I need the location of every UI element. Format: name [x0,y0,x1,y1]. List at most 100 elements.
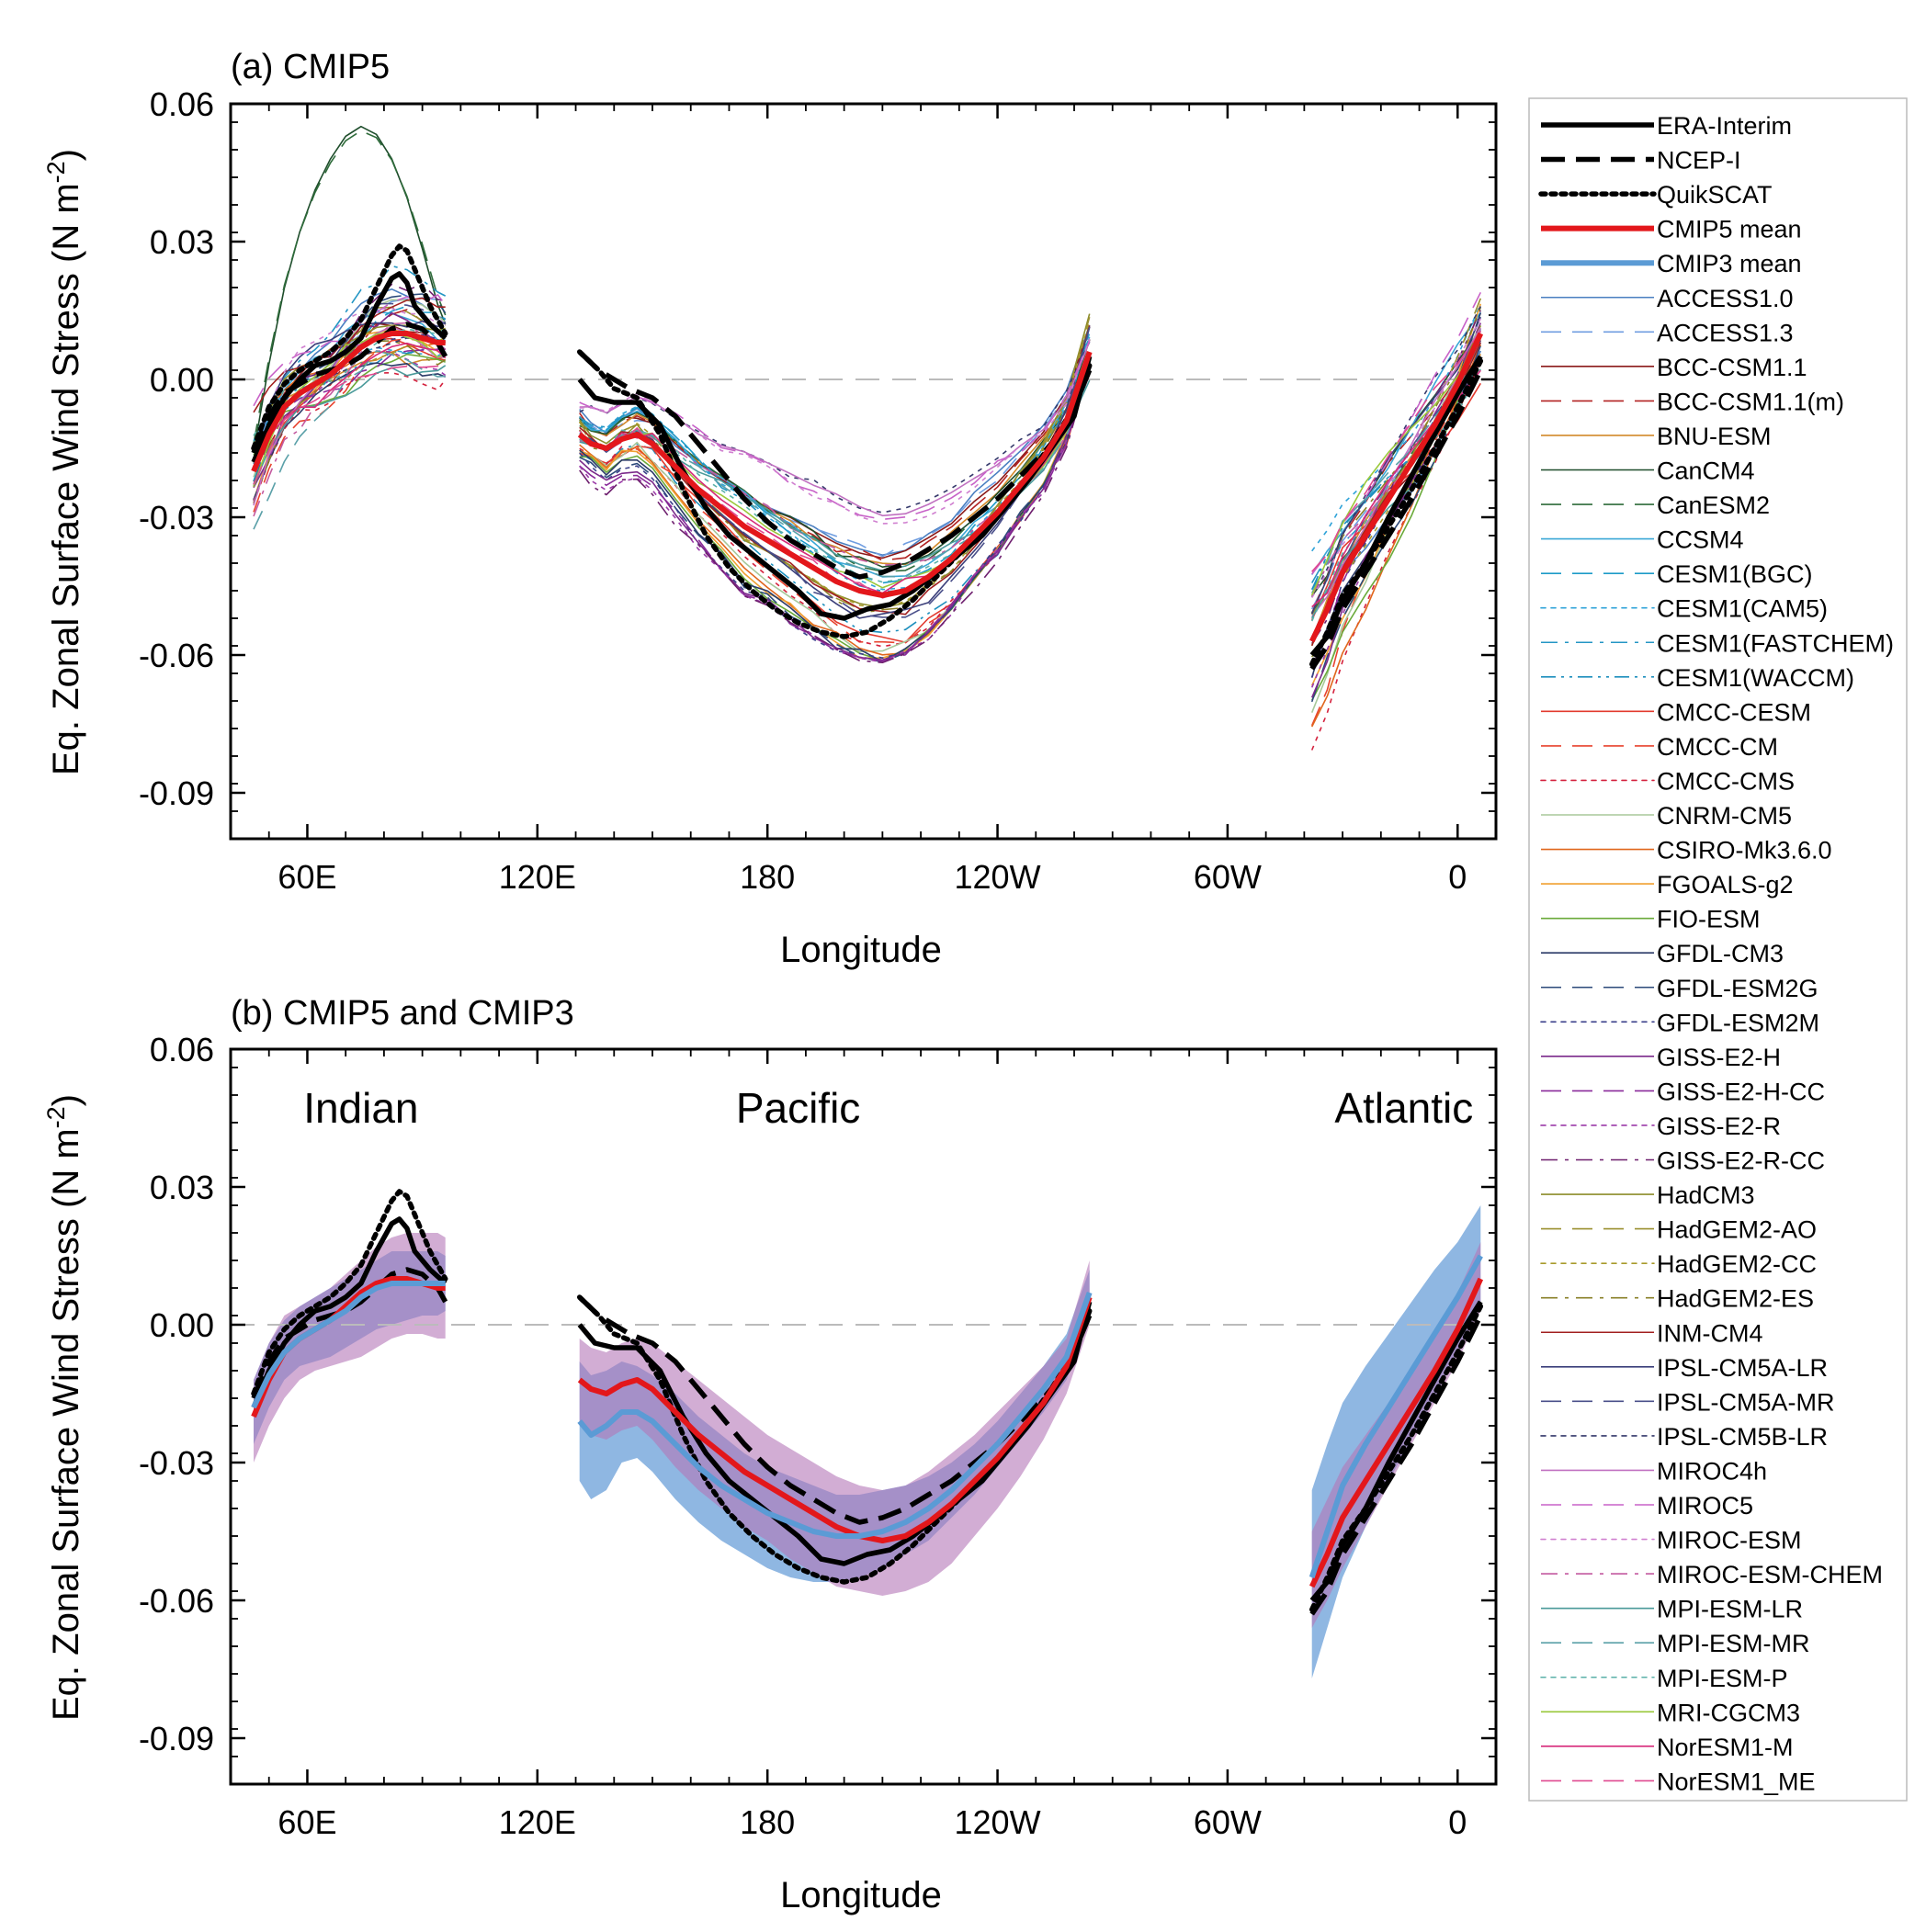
model-line-miroc-esm-0 [253,307,447,448]
model-line-giss-e2-h-cc-0 [253,348,446,450]
panel-b-series-lines [251,1189,1484,1616]
legend-label-gfdl-cm3: GFDL-CM3 [1657,940,1784,967]
model-line-mpi-esm-p-2 [1310,368,1482,622]
y-tick-label: 0.06 [150,85,214,123]
x-tick-label: 60W [1194,1803,1262,1841]
model-line-giss-e2-r-cc-2 [1311,310,1482,645]
x-tick-label: 120W [955,1803,1041,1841]
legend-label-cesm1-cam5: CESM1(CAM5) [1657,595,1828,623]
series-ncep-i-2 [1309,368,1483,671]
legend-label-ipsl-cm5b-lr: IPSL-CM5B-LR [1657,1423,1828,1451]
series-quikscat-0 [251,1189,448,1396]
y-tick-label: 0.03 [150,223,214,261]
legend-label-miroc-esm: MIROC-ESM [1657,1527,1802,1554]
y-tick-label: -0.06 [139,1582,214,1620]
legend-frame [1528,97,1908,1802]
legend-label-noresm1-me: NorESM1_ME [1657,1768,1816,1795]
model-line-noresm1-m-0 [253,342,447,461]
model-line-miroc-esm-chem-2 [1310,331,1482,596]
panel-b-annotations: Indian Pacific Atlantic [303,1084,1473,1132]
legend: ERA-Interim NCEP-I QuikSCAT CMIP5 mean CMIP3… [1528,97,1908,1802]
legend-label-gfdl-esm2m: GFDL-ESM2M [1657,1009,1819,1036]
legend-label-ncep-i: NCEP-I [1657,147,1741,175]
panel-b-y-axis-label: Eq. Zonal Surface Wind Stress (N m-2) [42,1094,86,1721]
legend-label-hadgem2-es: HadGEM2-ES [1657,1285,1814,1313]
y-tick-label: -0.03 [139,499,214,537]
legend-label-cesm1-bgc: CESM1(BGC) [1657,560,1813,588]
plot-frame [229,102,1498,841]
y-tick-label: 0.06 [150,1031,214,1068]
series-cmip5-mean-2 [1309,332,1484,643]
model-line-cmcc-cms-2 [1310,359,1482,751]
series-ncep-i-0 [251,322,448,455]
model-line-hadgem2-ao-2 [1311,298,1482,616]
y-tick-label: -0.03 [139,1444,214,1482]
legend-label-bcc-csm1-1: BCC-CSM1.1 [1657,354,1807,381]
cmip5-spread-band-0 [254,1233,446,1463]
model-line-miroc5-0 [253,294,447,407]
legend-label-miroc-esm-chem: MIROC-ESM-CHEM [1657,1561,1883,1588]
legend-label-csiro-mk3-6-0: CSIRO-Mk3.6.0 [1657,837,1832,864]
model-line-mpi-esm-mr-1 [579,376,1091,578]
series-era-interim-1 [577,356,1093,621]
legend-label-gfdl-esm2g: GFDL-ESM2G [1657,975,1818,1002]
legend-label-cesm1-waccm: CESM1(WACCM) [1657,664,1854,692]
legend-label-bnu-esm: BNU-ESM [1657,423,1772,450]
legend-label-hadcm3: HadCM3 [1657,1181,1755,1209]
legend-label-cmip3-mean: CMIP3 mean [1657,250,1802,277]
legend-label-era-interim: ERA-Interim [1657,112,1792,140]
legend-label-miroc5: MIROC5 [1657,1492,1753,1520]
model-line-cmcc-cm-2 [1310,340,1482,727]
model-line-hadgem2-cc-0 [253,336,447,445]
cmip5-spread-band-1 [579,1260,1090,1596]
model-line-giss-e2-h-1 [579,359,1091,661]
legend-label-ipsl-cm5a-lr: IPSL-CM5A-LR [1657,1354,1828,1382]
legend-label-cmcc-cesm: CMCC-CESM [1657,698,1811,726]
legend-label-cnrm-cm5: CNRM-CM5 [1657,802,1792,830]
legend-label-canesm2: CanESM2 [1657,491,1770,519]
series-cmip3-mean-1 [577,1291,1093,1539]
model-line-hadgem2-cc-1 [578,320,1091,610]
region-label-indian: Indian [303,1084,418,1132]
x-tick-label: 60E [278,858,336,896]
panel-b-x-axis-label: Longitude [780,1875,942,1915]
legend-label-cancm4: CanCM4 [1657,458,1755,485]
model-line-gfdl-esm2m-1 [579,356,1091,659]
panel-a-x-axis-label: Longitude [780,930,942,970]
model-line-giss-e2-r-cc-1 [579,367,1091,663]
model-line-giss-e2-h-cc-1 [579,362,1091,662]
y-tick-label: 0.00 [150,1306,214,1344]
legend-label-giss-e2-r: GISS-E2-R [1657,1113,1781,1140]
series-cmip3-mean-0 [251,1281,446,1409]
x-tick-label: 60W [1194,858,1262,896]
legend-label-access1-3: ACCESS1.3 [1657,319,1794,346]
model-line-giss-e2-r-1 [579,365,1091,663]
panel-a-series-lines [251,243,1484,671]
legend-label-hadgem2-cc: HadGEM2-CC [1657,1250,1817,1278]
model-line-fio-esm-0 [253,353,446,456]
panel-b-axes: 0.06 0.03 0.00 -0.03 -0.06 -0.09 60E 120E 180 120… [139,1031,1498,1841]
legend-label-inm-cm4: INM-CM4 [1657,1319,1763,1347]
x-tick-label: 120E [499,858,576,896]
panel-a: (a) CMIP5 0.06 0.03 0.00 -0.03 -0.06 -0.09 60E… [42,48,1498,970]
x-tick-label: 0 [1448,1803,1467,1841]
panel-a-axes: 0.06 0.03 0.00 -0.03 -0.06 -0.09 60E 120E 180 120… [139,85,1498,896]
series-cmip5-mean-1 [577,351,1093,598]
legend-label-bcc-csm1-1-m: BCC-CSM1.1(m) [1657,388,1844,415]
legend-label-mpi-esm-mr: MPI-ESM-MR [1657,1630,1809,1657]
legend-label-giss-e2-h-cc: GISS-E2-H-CC [1657,1078,1825,1105]
legend-label-mpi-esm-p: MPI-ESM-P [1657,1665,1788,1692]
model-line-ipsl-cm5a-lr-1 [579,326,1091,619]
model-line-miroc-esm-2 [1311,318,1481,598]
model-line-access1-3-1 [579,325,1091,558]
y-tick-label: -0.09 [139,1720,214,1757]
model-line-hadgem2-es-0 [253,340,447,504]
series-cmip5-mean-2 [1309,1277,1484,1588]
model-line-noresm1-me-0 [253,358,447,485]
model-line-hadgem2-ao-0 [253,306,447,488]
y-tick-label: 0.03 [150,1169,214,1206]
model-line-miroc4h-2 [1311,327,1481,617]
model-line-cancm4-1 [579,339,1091,568]
series-ncep-i-2 [1309,1314,1483,1616]
model-line-mpi-esm-mr-0 [253,350,446,530]
